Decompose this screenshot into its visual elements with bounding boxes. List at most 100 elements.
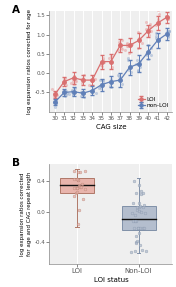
Point [137, 69, 140, 73]
Point [91, 87, 94, 92]
Point [140, 210, 142, 214]
Point [165, 30, 168, 35]
Point [138, 36, 140, 40]
Point [53, 97, 56, 102]
X-axis label: LOI status: LOI status [93, 277, 128, 283]
Point [53, 94, 56, 98]
Point [72, 85, 75, 90]
Point [131, 201, 134, 205]
Point [127, 55, 130, 60]
Point [143, 202, 146, 207]
Point [90, 89, 93, 93]
Point [147, 43, 150, 47]
Point [65, 93, 68, 97]
Point [110, 53, 113, 58]
Point [135, 238, 138, 243]
Point [83, 73, 86, 77]
Point [134, 213, 137, 218]
Point [120, 46, 122, 51]
Point [129, 250, 132, 254]
Point [88, 82, 90, 87]
Point [154, 31, 157, 36]
Point [141, 248, 143, 252]
Point [138, 201, 140, 205]
Point [149, 24, 152, 28]
Point [73, 86, 76, 90]
Point [79, 170, 82, 174]
Point [54, 100, 56, 104]
Point [131, 211, 134, 216]
Point [73, 82, 76, 87]
Point [139, 225, 142, 230]
Point [141, 41, 143, 46]
Point [130, 69, 132, 74]
Point [167, 28, 170, 33]
Point [147, 33, 150, 38]
Point [75, 79, 78, 84]
Point [76, 186, 79, 191]
Bar [60, 179, 94, 193]
Point [55, 101, 58, 105]
Point [72, 92, 75, 97]
Point [128, 51, 131, 55]
Point [137, 208, 140, 213]
Point [145, 51, 147, 56]
Point [167, 35, 170, 39]
Point [144, 248, 147, 253]
Point [94, 77, 97, 82]
Point [139, 59, 141, 63]
Point [82, 94, 85, 99]
Point [54, 94, 56, 99]
Point [144, 211, 147, 216]
Point [146, 52, 148, 57]
Point [73, 186, 76, 191]
Point [136, 58, 139, 63]
Point [166, 15, 169, 20]
Point [81, 90, 84, 95]
Point [101, 80, 104, 84]
Point [125, 44, 128, 49]
Point [144, 20, 147, 24]
Point [154, 23, 157, 28]
Point [84, 187, 86, 191]
Point [110, 85, 113, 89]
Point [138, 182, 140, 187]
Point [80, 77, 83, 82]
Point [71, 88, 74, 92]
Point [144, 27, 147, 31]
Point [126, 42, 129, 46]
Point [155, 34, 158, 38]
Point [80, 89, 83, 94]
Point [147, 25, 150, 30]
Point [117, 74, 120, 78]
Point [110, 65, 113, 69]
Point [157, 19, 160, 23]
Point [72, 79, 75, 83]
Point [150, 45, 153, 50]
Point [110, 77, 113, 82]
Point [76, 177, 78, 181]
Point [133, 179, 136, 183]
Point [71, 89, 74, 93]
Point [120, 82, 123, 86]
Point [83, 91, 86, 95]
Point [166, 17, 168, 22]
Point [81, 90, 84, 95]
Point [146, 26, 149, 31]
Point [55, 97, 57, 102]
Point [157, 7, 160, 12]
Point [99, 82, 102, 87]
Point [63, 93, 66, 98]
Point [100, 64, 103, 69]
Point [140, 192, 143, 197]
Point [118, 39, 120, 44]
Point [81, 76, 84, 81]
Point [73, 177, 76, 181]
Point [54, 100, 57, 105]
Point [138, 203, 141, 208]
Point [118, 40, 121, 45]
Point [139, 189, 142, 193]
Point [155, 35, 158, 40]
Point [135, 219, 138, 224]
Point [119, 75, 122, 79]
